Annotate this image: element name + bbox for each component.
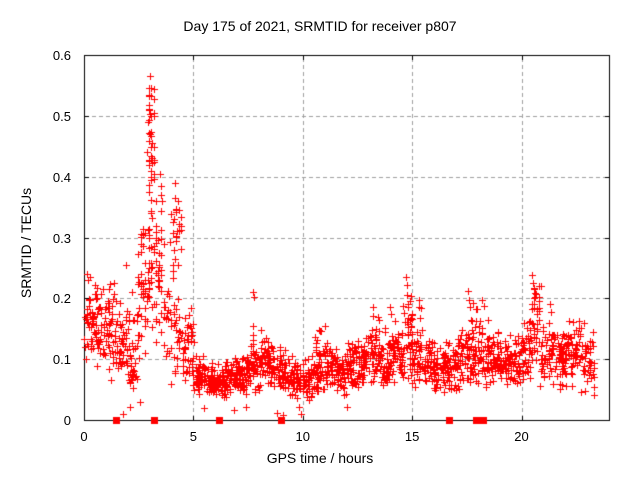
x-axis-label: GPS time / hours: [266, 450, 374, 466]
y-tick-label: 0.6: [52, 48, 71, 63]
x-tick-label: 5: [189, 429, 197, 444]
y-tick-label: 0.4: [52, 169, 71, 185]
x-tick-label: 10: [295, 429, 310, 444]
y-tick-label: 0.3: [52, 230, 71, 246]
y-tick-label: 0: [63, 413, 71, 428]
y-tick-label: 0.1: [52, 352, 71, 368]
chart-title: Day 175 of 2021, SRMTID for receiver p80…: [183, 18, 457, 34]
y-tick-label: 0.2: [52, 291, 71, 307]
x-tick-label: 0: [80, 429, 88, 444]
x-tick-label: 15: [404, 429, 420, 444]
x-tick-label: 20: [514, 429, 529, 444]
y-tick-label: 0.5: [52, 108, 71, 124]
